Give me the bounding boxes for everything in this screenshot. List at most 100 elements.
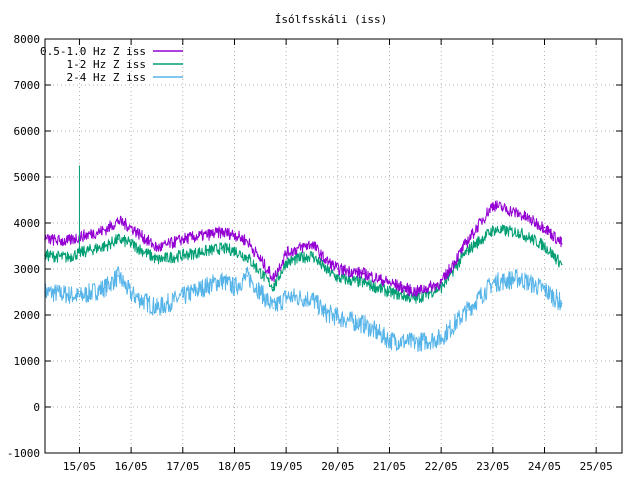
y-tick-label: 0: [33, 401, 40, 414]
data-point: [220, 247, 223, 250]
x-tick-label: 18/05: [218, 460, 251, 473]
data-point: [388, 339, 391, 342]
data-point: [233, 249, 236, 252]
data-point: [272, 307, 275, 309]
data-point: [311, 242, 313, 245]
y-tick-label: 1000: [14, 355, 41, 368]
y-tick-label: 7000: [14, 79, 41, 92]
y-tick-label: 2000: [14, 309, 41, 322]
series-1: [44, 200, 563, 297]
data-point: [233, 233, 236, 236]
data-point: [543, 245, 546, 247]
x-tick-label: 22/05: [425, 460, 458, 473]
data-point: [362, 323, 365, 326]
data-point: [517, 213, 520, 215]
data-point: [181, 254, 184, 256]
data-point: [560, 302, 563, 305]
y-axis: -1000 0 1000 2000 3000 4000 5000 6000 7000 8000: [7, 33, 622, 460]
x-tick-label: 20/05: [321, 460, 354, 473]
data-point: [492, 282, 494, 284]
y-tick-label: 3000: [14, 263, 41, 276]
data-point: [117, 219, 120, 222]
data-point: [414, 291, 417, 293]
x-tick-label: 19/05: [270, 460, 303, 473]
series-line: [44, 200, 562, 297]
data-point: [285, 295, 287, 298]
data-point: [117, 275, 120, 277]
y-tick-label: 8000: [14, 33, 41, 46]
data-point: [324, 268, 326, 270]
data-point: [130, 242, 132, 245]
data-point: [492, 229, 494, 231]
series-line: [44, 266, 562, 353]
data-point: [246, 275, 249, 277]
data-point: [272, 286, 275, 289]
data-point: [104, 229, 107, 231]
y-tick-label: 4000: [14, 217, 41, 230]
data-point: [117, 238, 120, 240]
data-point: [181, 238, 184, 240]
data-point: [362, 282, 365, 284]
data-point: [466, 309, 468, 312]
data-point: [207, 233, 210, 236]
data-point: [181, 295, 184, 298]
data-point: [207, 249, 210, 252]
data-point: [156, 307, 158, 309]
data-point: [517, 231, 520, 233]
data-point: [466, 249, 468, 252]
data-point: [246, 256, 249, 259]
series-3: [44, 266, 563, 353]
data-point: [65, 256, 68, 259]
data-point: [388, 282, 391, 284]
data-point: [337, 316, 339, 319]
y-tick-label: -1000: [7, 447, 40, 460]
x-tick-label: 25/05: [580, 460, 613, 473]
data-point: [311, 254, 313, 256]
x-tick-label: 21/05: [373, 460, 406, 473]
legend-label: 0.5-1.0 Hz Z iss: [40, 45, 146, 58]
data-point: [362, 272, 365, 275]
data-point: [440, 282, 442, 284]
data-point: [207, 284, 210, 286]
data-point: [543, 288, 546, 291]
data-point: [220, 231, 223, 233]
x-tick-label: 24/05: [528, 460, 561, 473]
data-point: [440, 337, 442, 339]
y-tick-label: 6000: [14, 125, 41, 138]
plot-frame: [44, 38, 623, 454]
data-point: [560, 263, 563, 266]
data-point: [78, 295, 81, 298]
data-point: [440, 286, 442, 289]
data-point: [104, 245, 107, 247]
data-point: [543, 226, 546, 229]
legend-label: 1-2 Hz Z iss: [67, 58, 146, 71]
grid: [45, 38, 622, 454]
data-point: [156, 259, 158, 261]
data-point: [220, 279, 223, 282]
data-point: [272, 277, 275, 280]
data-point: [311, 298, 313, 300]
data-point: [324, 259, 326, 261]
x-axis: 15/05 16/05 17/05 18/05 19/05 20/05 21/05 22/05…: [63, 39, 613, 473]
data-point: [414, 298, 417, 300]
x-tick-label: 17/05: [166, 460, 199, 473]
chart-title: Ísólfsskáli (iss): [275, 13, 388, 26]
data-point: [156, 247, 158, 250]
data-point: [130, 293, 132, 296]
data-point: [560, 242, 563, 245]
y-tick-label: 5000: [14, 171, 41, 184]
data-point: [337, 277, 339, 280]
data-point: [285, 261, 287, 263]
data-point: [414, 341, 417, 344]
data-point: [388, 291, 391, 293]
data-point: [246, 240, 249, 243]
data-point: [65, 240, 68, 243]
data-point: [285, 252, 287, 254]
series-2: [44, 224, 563, 304]
data-point: [65, 293, 68, 296]
data-point: [492, 203, 494, 206]
x-tick-label: 23/05: [476, 460, 509, 473]
series-area: [44, 165, 563, 353]
